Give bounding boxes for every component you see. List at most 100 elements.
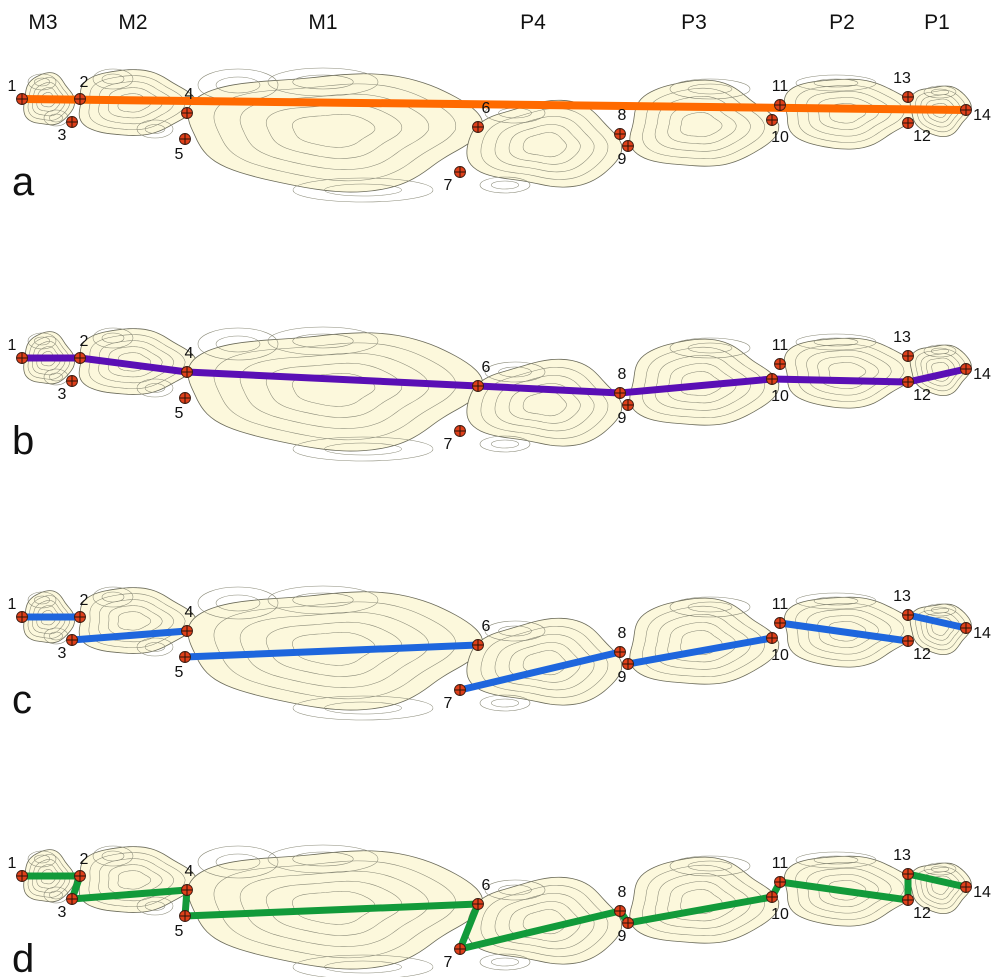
contour-line bbox=[923, 344, 957, 358]
contour-line bbox=[498, 884, 532, 896]
contour-line bbox=[930, 347, 950, 355]
landmark-label: 6 bbox=[482, 100, 491, 117]
contour-line bbox=[480, 367, 609, 439]
landmark-4 bbox=[181, 366, 193, 378]
contour-line bbox=[34, 595, 50, 605]
landmark-6 bbox=[472, 898, 484, 910]
contour-line bbox=[522, 909, 567, 935]
contour-line bbox=[680, 630, 723, 655]
connection-line bbox=[456, 648, 624, 694]
landmark-5 bbox=[179, 910, 191, 922]
contour-line bbox=[27, 332, 57, 350]
tooth-outline-p3 bbox=[629, 79, 780, 167]
contour-line bbox=[98, 858, 175, 902]
contour-line bbox=[101, 850, 125, 862]
tooth-p3 bbox=[629, 596, 780, 685]
landmark-2 bbox=[74, 870, 86, 882]
contour-line bbox=[795, 85, 905, 143]
contour-line bbox=[92, 68, 134, 90]
contour-line bbox=[490, 957, 520, 967]
contour-line bbox=[484, 879, 546, 901]
tooth-outline-p3 bbox=[629, 597, 780, 685]
landmark-14 bbox=[960, 363, 972, 375]
connection-line bbox=[776, 619, 912, 645]
tooth-outline-m1 bbox=[187, 73, 484, 193]
contour-line bbox=[813, 337, 859, 347]
tooth-label-m1: M1 bbox=[308, 11, 337, 34]
landmark-label: 14 bbox=[973, 884, 991, 901]
landmark-label: 7 bbox=[444, 954, 453, 971]
contour-line bbox=[817, 356, 879, 389]
contour-line bbox=[494, 634, 595, 691]
landmark-label: 11 bbox=[772, 855, 789, 872]
contour-line bbox=[795, 603, 905, 661]
landmark-12 bbox=[902, 894, 914, 906]
contour-line bbox=[817, 97, 879, 130]
contour-line bbox=[642, 87, 765, 160]
landmark-12 bbox=[902, 376, 914, 388]
contour-line bbox=[930, 606, 950, 614]
contour-line bbox=[522, 132, 567, 158]
contour-line bbox=[813, 78, 859, 88]
contour-line bbox=[490, 180, 520, 190]
tooth-label-p2: P2 bbox=[829, 11, 855, 34]
contour-line bbox=[494, 893, 595, 950]
contour-line bbox=[522, 650, 567, 676]
contour-line bbox=[669, 337, 751, 359]
contour-line bbox=[215, 853, 261, 871]
contour-line bbox=[265, 362, 403, 418]
landmark-3 bbox=[66, 116, 78, 128]
landmark-13 bbox=[902, 609, 914, 621]
contour-line bbox=[324, 442, 402, 456]
landmark-label: 1 bbox=[8, 337, 17, 354]
contour-line bbox=[292, 333, 354, 349]
contour-line bbox=[480, 626, 609, 698]
tooth-header-row: M3 M2 M1 P4 P3 P2 P1 bbox=[28, 11, 949, 34]
landmark-1 bbox=[16, 93, 28, 105]
contour-line bbox=[292, 890, 376, 925]
contour-line bbox=[88, 593, 186, 648]
tooth-outline-p2 bbox=[783, 78, 918, 150]
contour-line bbox=[292, 631, 376, 666]
landmark-11 bbox=[774, 876, 786, 888]
landmark-9 bbox=[622, 140, 634, 152]
contour-line bbox=[494, 375, 595, 432]
contour-line bbox=[642, 605, 765, 678]
contour-line bbox=[34, 77, 50, 87]
landmark-label: 14 bbox=[973, 625, 991, 642]
contour-line bbox=[654, 614, 751, 670]
contour-line bbox=[101, 591, 125, 603]
contour-line bbox=[669, 78, 751, 100]
contour-line bbox=[494, 116, 595, 173]
landmark-12 bbox=[902, 635, 914, 647]
contour-line bbox=[98, 599, 175, 643]
landmark-2 bbox=[74, 352, 86, 364]
connection-line bbox=[18, 95, 970, 114]
contour-line bbox=[508, 383, 581, 424]
contour-line bbox=[292, 954, 434, 977]
connection-lines bbox=[18, 870, 970, 953]
contour-line bbox=[49, 890, 63, 900]
tooth-outline-p2 bbox=[783, 337, 918, 409]
landmark-label: 6 bbox=[482, 877, 491, 894]
contour-line bbox=[213, 83, 457, 182]
contour-line bbox=[92, 845, 134, 867]
landmark-3 bbox=[66, 893, 78, 905]
contour-line bbox=[117, 870, 152, 890]
contour-line bbox=[144, 901, 166, 911]
landmark-label: 9 bbox=[618, 669, 627, 686]
contour-line bbox=[98, 81, 175, 125]
contour-line bbox=[267, 67, 379, 97]
contour-line bbox=[27, 850, 57, 868]
contour-line bbox=[88, 75, 186, 130]
contour-line bbox=[479, 176, 531, 194]
connection-line bbox=[904, 611, 970, 632]
tooth-label-m3: M3 bbox=[28, 11, 57, 34]
contour-line bbox=[795, 333, 877, 351]
contour-line bbox=[49, 372, 63, 382]
landmark-label: 2 bbox=[80, 592, 89, 609]
contour-line bbox=[265, 880, 403, 936]
tooth-label-p3: P3 bbox=[681, 11, 707, 34]
contour-line bbox=[795, 344, 905, 402]
